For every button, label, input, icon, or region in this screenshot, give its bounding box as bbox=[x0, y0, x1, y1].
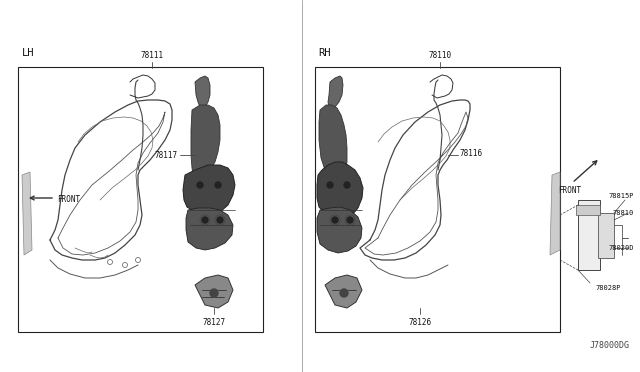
Polygon shape bbox=[576, 205, 600, 215]
Circle shape bbox=[197, 182, 203, 188]
Text: RH: RH bbox=[318, 48, 330, 58]
Text: 78126: 78126 bbox=[408, 318, 431, 327]
Bar bbox=[18, 67, 263, 332]
Circle shape bbox=[340, 289, 348, 297]
Text: 78028P: 78028P bbox=[595, 285, 621, 291]
Polygon shape bbox=[325, 275, 362, 308]
Polygon shape bbox=[550, 172, 560, 255]
Polygon shape bbox=[578, 200, 600, 270]
Circle shape bbox=[202, 217, 208, 223]
Polygon shape bbox=[22, 172, 32, 255]
Text: FRONT: FRONT bbox=[57, 196, 80, 205]
Circle shape bbox=[332, 217, 338, 223]
Circle shape bbox=[327, 182, 333, 188]
Text: FRONT: FRONT bbox=[559, 186, 582, 195]
Text: 78116: 78116 bbox=[460, 150, 483, 158]
Polygon shape bbox=[319, 105, 347, 180]
Text: J78000DG: J78000DG bbox=[590, 341, 630, 350]
Bar bbox=[315, 67, 560, 332]
Circle shape bbox=[210, 289, 218, 297]
Circle shape bbox=[215, 182, 221, 188]
Text: LH: LH bbox=[22, 48, 35, 58]
Text: 78111: 78111 bbox=[140, 51, 164, 60]
Polygon shape bbox=[328, 76, 343, 110]
Polygon shape bbox=[183, 165, 235, 215]
Circle shape bbox=[344, 182, 350, 188]
Polygon shape bbox=[186, 208, 233, 250]
Text: 78110: 78110 bbox=[428, 51, 452, 60]
Text: 78117: 78117 bbox=[155, 151, 178, 160]
Circle shape bbox=[217, 217, 223, 223]
Text: 78127: 78127 bbox=[202, 318, 225, 327]
Polygon shape bbox=[598, 213, 614, 258]
Text: 78815P: 78815P bbox=[609, 193, 634, 199]
Circle shape bbox=[347, 217, 353, 223]
Polygon shape bbox=[195, 275, 233, 308]
Polygon shape bbox=[317, 207, 362, 253]
Polygon shape bbox=[191, 105, 220, 178]
Polygon shape bbox=[195, 76, 210, 110]
Text: 78020D: 78020D bbox=[609, 245, 634, 251]
Polygon shape bbox=[317, 162, 363, 218]
Text: 78810: 78810 bbox=[612, 210, 634, 216]
